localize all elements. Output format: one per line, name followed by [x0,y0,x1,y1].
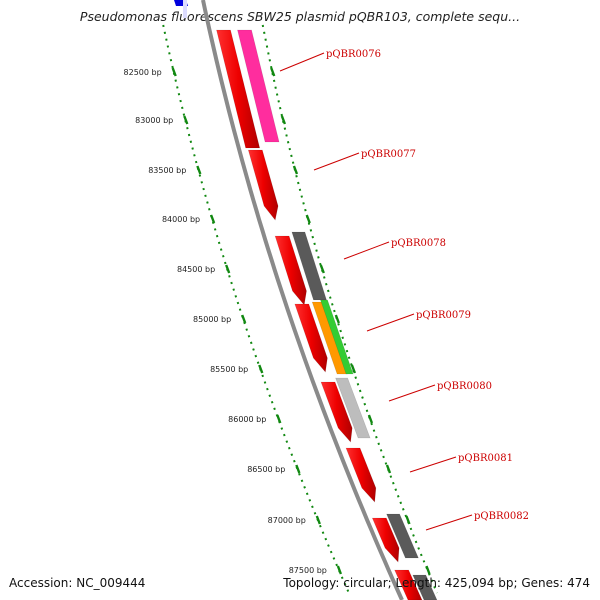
ruler-tick [425,565,431,575]
ruler-tick-label: 84500 bp [177,265,215,274]
cds-feature[interactable] [394,569,423,600]
ruler-tick [319,264,325,274]
ruler-tick [405,515,411,525]
ruler-tick-label: 86000 bp [228,415,266,424]
ruler-tick [276,414,282,424]
ruler-tick [209,214,216,224]
ruler-tick [315,515,321,525]
ruler-dots-inner [162,24,350,594]
ruler-tick [280,115,287,125]
gene-label[interactable]: pQBR0078 [391,238,446,249]
summary-text: Topology: circular; Length: 425,094 bp; … [283,576,590,590]
gene-label[interactable]: pQBR0081 [458,453,513,464]
ruler-tick [350,364,357,374]
ruler-tick [196,165,202,175]
gene-label[interactable]: pQBR0077 [361,149,416,160]
gene-label[interactable]: pQBR0076 [326,49,381,60]
cds-feature[interactable] [294,303,328,373]
hit-feature[interactable] [335,377,371,439]
cds-feature[interactable] [216,29,261,149]
cds-feature[interactable] [345,447,377,503]
gene-label-leader [279,52,325,72]
gene-label-leader [343,241,390,260]
gene-label-leader [425,514,473,531]
gene-label-leader [388,384,436,402]
gene-label-leader [313,152,360,171]
gene-label[interactable]: pQBR0080 [437,381,492,392]
ruler-tick-label: 84000 bp [162,215,200,224]
cds-feature[interactable] [274,235,307,306]
backbone [201,0,404,600]
hit-feature[interactable] [183,0,187,18]
ruler: 82500 bp 83000 bp 83500 bp 84000 bp 84500 bp… [124,24,438,594]
ruler-tick [270,67,276,77]
backbone-line [201,0,404,600]
hit-feature[interactable] [412,574,438,600]
ruler-tick [367,414,374,424]
gene-features[interactable] [174,0,438,600]
ruler-tick [225,264,231,274]
ruler-tick [241,314,247,324]
ruler-tick-label: 83000 bp [135,116,173,125]
map-title: Pseudomonas fluorescens SBW25 plasmid pQ… [79,9,521,24]
cds-feature[interactable] [320,381,353,443]
cds-feature[interactable] [247,149,279,221]
ruler-tick [334,314,340,324]
ruler-tick-label: 83500 bp [148,166,186,175]
ruler-tick [295,464,301,474]
cds-feature[interactable] [371,517,400,563]
ruler-tick [336,565,343,575]
ruler-tick-label: 87000 bp [268,516,306,525]
hit-feature[interactable] [320,299,354,375]
gene-label[interactable]: pQBR0082 [474,511,529,522]
ruler-tick-label: 85000 bp [193,315,231,324]
ruler-tick [292,165,299,175]
accession-text: Accession: NC_009444 [9,576,146,590]
ruler-tick [385,464,392,474]
ruler-tick [171,67,177,77]
hit-feature[interactable] [237,29,280,143]
ruler-tick-label: 87500 bp [289,566,327,575]
gene-label[interactable]: pQBR0079 [416,310,471,321]
ruler-tick [258,364,264,374]
ruler-tick-label: 86500 bp [247,465,285,474]
gene-labels[interactable]: pQBR0076 pQBR0077 pQBR0078 pQBR0079 pQBR0080… [279,49,529,531]
gene-label-leader [366,313,415,332]
hit-feature[interactable] [386,513,419,559]
ruler-tick [305,214,311,224]
ruler-tick [183,115,189,125]
ruler-tick-label: 85500 bp [210,365,248,374]
ruler-tick-label: 82500 bp [124,68,162,77]
gene-label-leader [409,456,457,473]
